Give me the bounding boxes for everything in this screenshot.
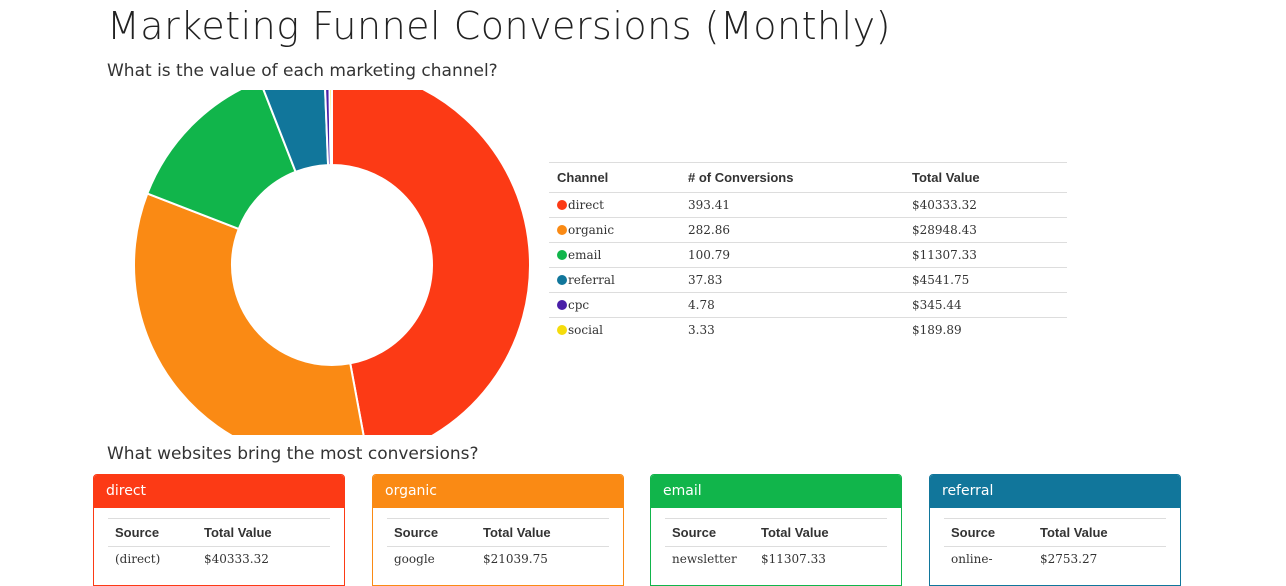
conversions-cell: 393.41 — [680, 192, 904, 218]
source-table: Source Total Value newsletter $11307.33 — [665, 518, 887, 571]
channel-cell: direct — [549, 192, 680, 218]
table-row: online- $2753.27 — [944, 547, 1166, 572]
donut-slice-referral[interactable] — [260, 90, 330, 174]
channel-name: organic — [568, 223, 615, 237]
total-value-cell: $4541.75 — [904, 267, 1067, 293]
table-row: social 3.33 $189.89 — [549, 318, 1067, 343]
channel-cell: email — [549, 242, 680, 268]
donut-slice-organic[interactable] — [133, 192, 368, 435]
channel-cell: referral — [549, 267, 680, 293]
table-row: email 100.79 $11307.33 — [549, 242, 1067, 268]
channel-table-header: Channel # of Conversions Total Value — [549, 162, 1067, 193]
channel-name: referral — [568, 273, 615, 287]
col-header-total-value: Total Value — [1033, 518, 1166, 547]
channel-cell: social — [549, 318, 680, 343]
source-value-cell: $21039.75 — [483, 552, 548, 566]
col-header-conversions: # of Conversions — [680, 162, 904, 193]
col-header-total-value: Total Value — [754, 518, 887, 547]
donut-slice-direct[interactable] — [331, 90, 531, 435]
source-table: Source Total Value online- $2753.27 — [944, 518, 1166, 571]
table-row: cpc 4.78 $345.44 — [549, 292, 1067, 318]
conversions-cell: 4.78 — [680, 292, 904, 318]
panel-title: direct — [94, 475, 344, 508]
source-cell: google — [394, 552, 435, 566]
channel-table: Channel # of Conversions Total Value dir… — [549, 162, 1067, 342]
donut-slice-email[interactable] — [146, 90, 297, 231]
source-value-cell: $11307.33 — [761, 552, 826, 566]
legend-dot-icon — [557, 325, 567, 335]
col-header-channel: Channel — [549, 162, 680, 193]
panel-title: organic — [373, 475, 623, 508]
source-panel-referral: referral Source Total Value online- $2753.27 — [929, 474, 1181, 586]
legend-dot-icon — [557, 200, 567, 210]
source-table: Source Total Value google $21039.75 — [387, 518, 609, 571]
source-cell: (direct) — [115, 552, 161, 566]
table-row: referral 37.83 $4541.75 — [549, 267, 1067, 293]
total-value-cell: $189.89 — [912, 323, 962, 337]
source-panel-direct: direct Source Total Value (direct) $40333.32 — [93, 474, 345, 586]
legend-dot-icon — [557, 250, 567, 260]
donut-slice-social[interactable] — [328, 90, 333, 167]
channel-value-subtitle: What is the value of each marketing chan… — [107, 61, 498, 81]
col-header-total-value: Total Value — [476, 518, 609, 547]
websites-subtitle: What websites bring the most conversions… — [107, 444, 479, 464]
source-table: Source Total Value (direct) $40333.32 — [108, 518, 330, 571]
page-title: Marketing Funnel Conversions (Monthly) — [107, 4, 891, 48]
table-row: newsletter $11307.33 — [665, 547, 887, 572]
source-cell: newsletter — [672, 552, 737, 566]
panel-title: referral — [930, 475, 1180, 508]
conversions-cell: 282.86 — [680, 217, 904, 243]
table-row: google $21039.75 — [387, 547, 609, 572]
table-row: (direct) $40333.32 — [108, 547, 330, 572]
channel-name: cpc — [568, 298, 590, 312]
legend-dot-icon — [557, 225, 567, 235]
conversions-cell: 3.33 — [688, 323, 715, 337]
source-cell: online- — [951, 552, 993, 566]
col-header-source: Source — [387, 518, 476, 547]
legend-dot-icon — [557, 275, 567, 285]
conversions-cell: 37.83 — [680, 267, 904, 293]
source-value-cell: $2753.27 — [1040, 552, 1098, 566]
col-header-source: Source — [108, 518, 197, 547]
channel-name: email — [568, 248, 602, 262]
channel-name: direct — [568, 198, 604, 212]
table-row: organic 282.86 $28948.43 — [549, 217, 1067, 243]
source-panel-email: email Source Total Value newsletter $11307.3… — [650, 474, 902, 586]
panel-title: email — [651, 475, 901, 508]
col-header-total-value: Total Value — [904, 162, 1067, 193]
channel-donut-chart — [133, 90, 531, 435]
total-value-cell: $40333.32 — [904, 192, 1067, 218]
legend-dot-icon — [557, 300, 567, 310]
table-row: direct 393.41 $40333.32 — [549, 192, 1067, 218]
channel-name: social — [568, 323, 603, 337]
total-value-cell: $28948.43 — [904, 217, 1067, 243]
col-header-source: Source — [944, 518, 1033, 547]
conversions-cell: 100.79 — [680, 242, 904, 268]
col-header-source: Source — [665, 518, 754, 547]
total-value-cell: $345.44 — [904, 292, 1067, 318]
channel-cell: cpc — [549, 292, 680, 318]
total-value-cell: $11307.33 — [904, 242, 1067, 268]
col-header-total-value: Total Value — [197, 518, 330, 547]
channel-cell: organic — [549, 217, 680, 243]
source-value-cell: $40333.32 — [204, 552, 269, 566]
source-panel-organic: organic Source Total Value google $21039.75 — [372, 474, 624, 586]
